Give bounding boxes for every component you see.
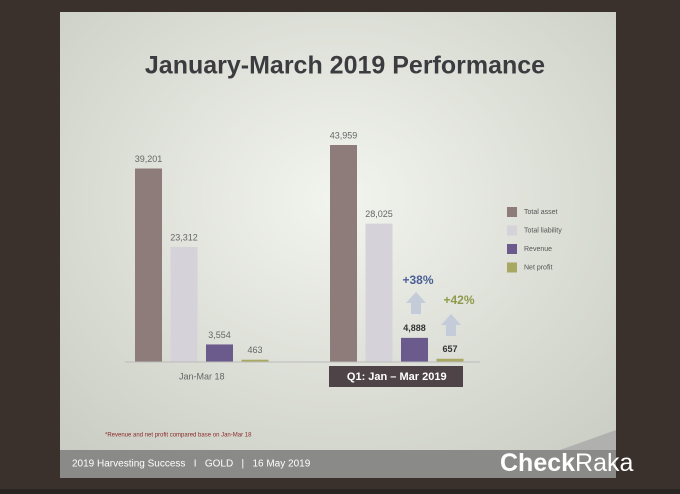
watermark: CheckRaka bbox=[500, 449, 634, 477]
arrow bbox=[406, 292, 426, 314]
value-label: 4,888 bbox=[403, 323, 426, 333]
value-label: 657 bbox=[442, 344, 457, 354]
bar bbox=[330, 145, 357, 362]
legend-swatch bbox=[507, 244, 517, 254]
value-label: 28,025 bbox=[365, 209, 393, 219]
footer: 2019 Harvesting Success I GOLD | 16 May … bbox=[72, 459, 311, 470]
legend-swatch bbox=[507, 262, 517, 273]
annotation: +42% bbox=[443, 293, 474, 307]
value-label: 23,312 bbox=[170, 232, 198, 242]
value-label: 43,959 bbox=[330, 130, 358, 140]
footnote: *Revenue and net profit compared base on… bbox=[105, 433, 252, 439]
legend-swatch bbox=[507, 225, 517, 236]
arrow bbox=[441, 314, 461, 336]
watermark-part: Check bbox=[500, 449, 575, 477]
legend-label: Total liability bbox=[524, 227, 562, 234]
watermark-part: Raka bbox=[575, 449, 633, 477]
category-box bbox=[329, 366, 463, 387]
chart-title: January-March 2019 Performance bbox=[145, 52, 545, 80]
x-tick-label: Jan-Mar 18 bbox=[179, 371, 225, 381]
x-tick-label: Q1: Jan – Mar 2019 bbox=[347, 371, 447, 383]
bar bbox=[135, 168, 162, 362]
legend-label: Total asset bbox=[524, 209, 558, 216]
annotation: +38% bbox=[402, 273, 433, 287]
value-label: 39,201 bbox=[135, 154, 163, 164]
legend-label: Revenue bbox=[524, 246, 552, 253]
bar bbox=[241, 359, 269, 362]
legend-swatch bbox=[507, 207, 517, 217]
bar bbox=[170, 246, 198, 362]
bar bbox=[365, 223, 393, 362]
value-label: 463 bbox=[247, 345, 262, 355]
footer-deco bbox=[560, 430, 616, 450]
bar bbox=[401, 337, 428, 362]
bar bbox=[206, 344, 233, 362]
footer-bar bbox=[60, 450, 616, 478]
bar bbox=[436, 358, 464, 362]
value-label: 3,554 bbox=[208, 330, 231, 340]
legend-label: Net profit bbox=[524, 264, 552, 271]
